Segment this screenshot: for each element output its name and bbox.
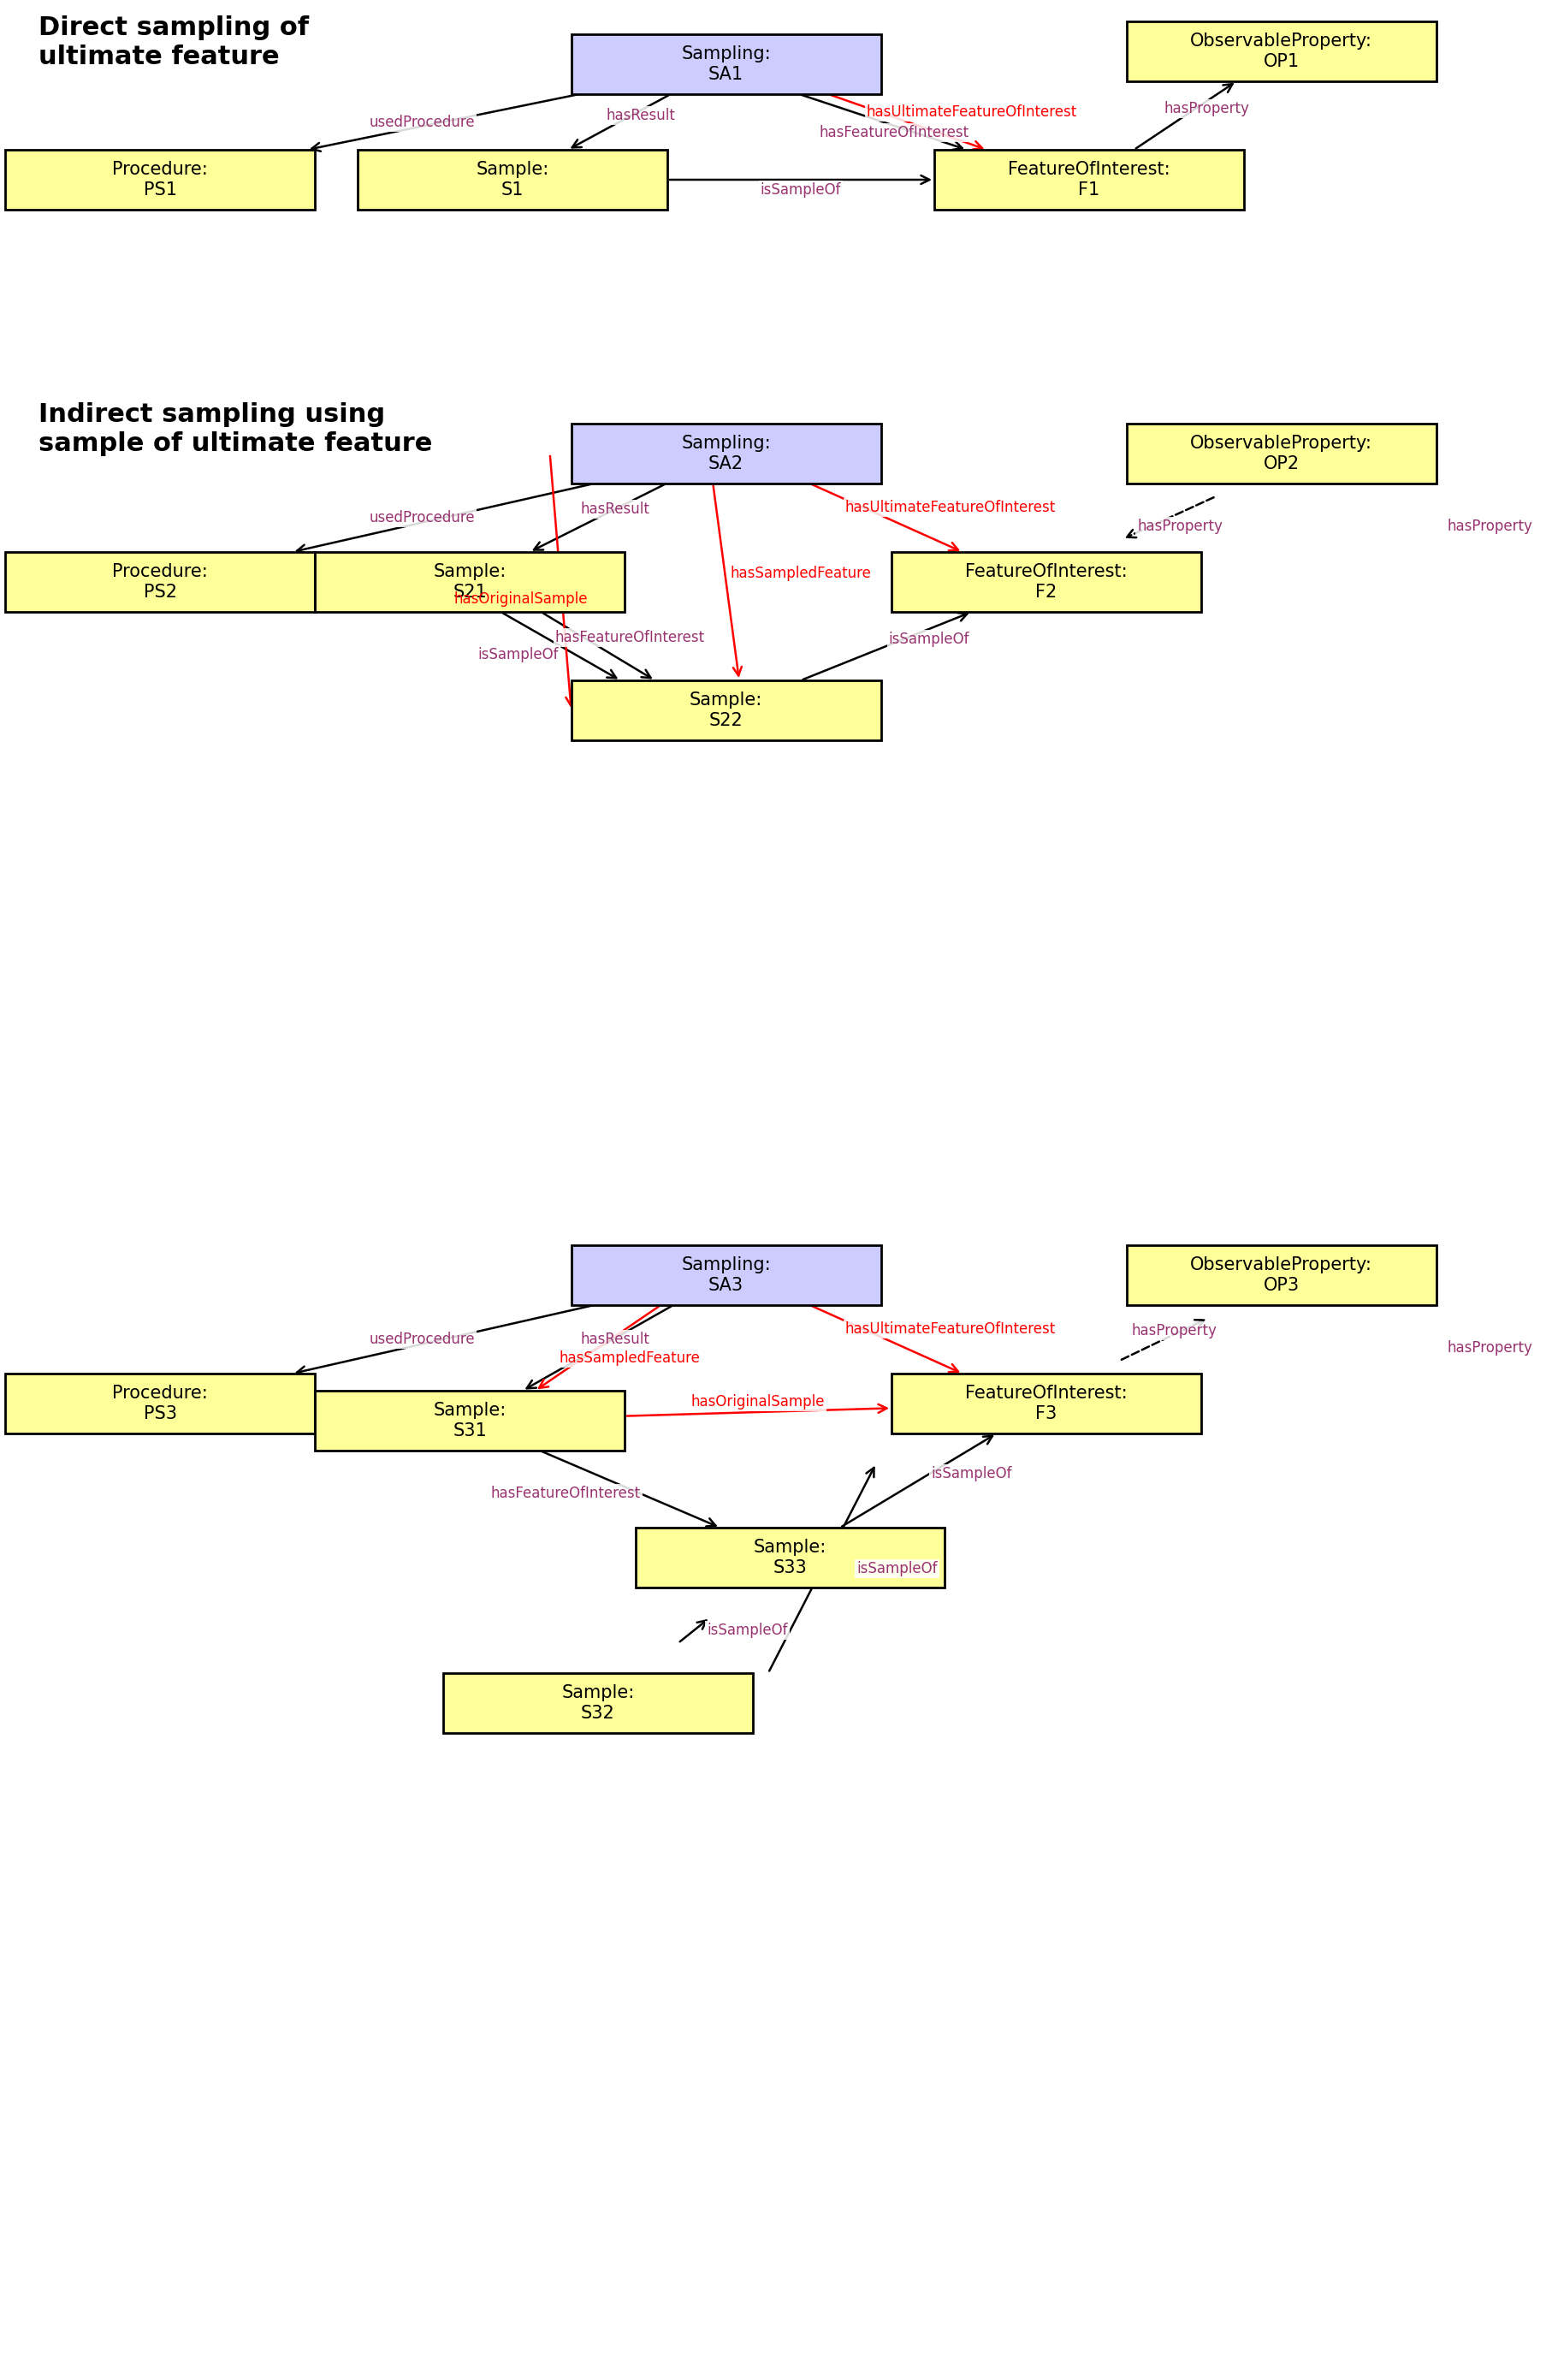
Text: Sample:
S22: Sample: S22	[689, 693, 762, 728]
Text: Sample:
S33: Sample: S33	[754, 1540, 827, 1576]
Text: Sampling:
SA3: Sampling: SA3	[681, 1257, 771, 1295]
Text: hasUltimateFeatureOfInterest: hasUltimateFeatureOfInterest	[866, 105, 1077, 119]
Text: Procedure:
PS2: Procedure: PS2	[112, 564, 208, 600]
FancyBboxPatch shape	[571, 681, 882, 740]
Text: Sample:
S21: Sample: S21	[433, 564, 506, 600]
Text: hasOriginalSample: hasOriginalSample	[691, 1395, 826, 1409]
Text: hasUltimateFeatureOfInterest: hasUltimateFeatureOfInterest	[844, 1321, 1055, 1338]
Text: hasResult: hasResult	[580, 1333, 650, 1347]
FancyBboxPatch shape	[1127, 21, 1436, 81]
Text: Sample:
S1: Sample: S1	[476, 162, 549, 198]
Text: hasFeatureOfInterest: hasFeatureOfInterest	[490, 1485, 641, 1502]
Text: Direct sampling of
ultimate feature: Direct sampling of ultimate feature	[39, 14, 309, 69]
FancyBboxPatch shape	[315, 552, 624, 612]
Text: usedProcedure: usedProcedure	[369, 114, 475, 129]
FancyBboxPatch shape	[1127, 1245, 1436, 1304]
Text: ObservableProperty:
OP2: ObservableProperty: OP2	[1190, 436, 1372, 471]
Text: Sampling:
SA2: Sampling: SA2	[681, 436, 771, 471]
Text: Sampling:
SA1: Sampling: SA1	[681, 45, 771, 83]
Text: usedProcedure: usedProcedure	[369, 1333, 475, 1347]
Text: hasOriginalSample: hasOriginalSample	[453, 590, 588, 607]
Text: isSampleOf: isSampleOf	[760, 183, 841, 198]
FancyBboxPatch shape	[1127, 424, 1436, 483]
Text: Indirect sampling using
sample of ultimate feature: Indirect sampling using sample of ultima…	[39, 402, 433, 457]
Text: hasProperty: hasProperty	[1138, 519, 1223, 533]
Text: hasProperty: hasProperty	[1446, 1340, 1532, 1357]
FancyBboxPatch shape	[934, 150, 1243, 209]
FancyBboxPatch shape	[891, 552, 1201, 612]
Text: isSampleOf: isSampleOf	[708, 1623, 788, 1637]
FancyBboxPatch shape	[5, 1373, 315, 1433]
Text: isSampleOf: isSampleOf	[478, 647, 559, 662]
FancyBboxPatch shape	[571, 424, 882, 483]
Text: Procedure:
PS3: Procedure: PS3	[112, 1385, 208, 1421]
Text: FeatureOfInterest:
F1: FeatureOfInterest: F1	[1007, 162, 1170, 198]
FancyBboxPatch shape	[891, 1373, 1201, 1433]
Text: isSampleOf: isSampleOf	[931, 1466, 1012, 1480]
FancyBboxPatch shape	[5, 552, 315, 612]
Text: Procedure:
PS1: Procedure: PS1	[112, 162, 208, 198]
Text: hasSampledFeature: hasSampledFeature	[559, 1349, 700, 1366]
Text: ObservableProperty:
OP3: ObservableProperty: OP3	[1190, 1257, 1372, 1295]
Text: hasProperty: hasProperty	[1131, 1323, 1217, 1338]
FancyBboxPatch shape	[315, 1390, 624, 1449]
FancyBboxPatch shape	[5, 150, 315, 209]
FancyBboxPatch shape	[635, 1528, 945, 1587]
Text: Sample:
S32: Sample: S32	[562, 1685, 635, 1721]
Text: FeatureOfInterest:
F3: FeatureOfInterest: F3	[965, 1385, 1127, 1421]
Text: usedProcedure: usedProcedure	[369, 509, 475, 526]
Text: hasUltimateFeatureOfInterest: hasUltimateFeatureOfInterest	[844, 500, 1055, 514]
Text: hasFeatureOfInterest: hasFeatureOfInterest	[819, 124, 968, 140]
Text: hasSampledFeature: hasSampledFeature	[731, 566, 871, 581]
FancyBboxPatch shape	[571, 1245, 882, 1304]
Text: hasResult: hasResult	[605, 107, 675, 124]
FancyBboxPatch shape	[357, 150, 667, 209]
Text: Sample:
S31: Sample: S31	[433, 1402, 506, 1440]
Text: ObservableProperty:
OP1: ObservableProperty: OP1	[1190, 33, 1372, 69]
Text: hasResult: hasResult	[580, 502, 650, 516]
Text: hasProperty: hasProperty	[1164, 100, 1249, 117]
Text: isSampleOf: isSampleOf	[857, 1561, 937, 1576]
Text: hasProperty: hasProperty	[1446, 519, 1532, 533]
FancyBboxPatch shape	[444, 1673, 753, 1733]
Text: hasFeatureOfInterest: hasFeatureOfInterest	[556, 631, 705, 645]
Text: isSampleOf: isSampleOf	[888, 631, 970, 647]
Text: FeatureOfInterest:
F2: FeatureOfInterest: F2	[965, 564, 1127, 600]
FancyBboxPatch shape	[571, 33, 882, 95]
